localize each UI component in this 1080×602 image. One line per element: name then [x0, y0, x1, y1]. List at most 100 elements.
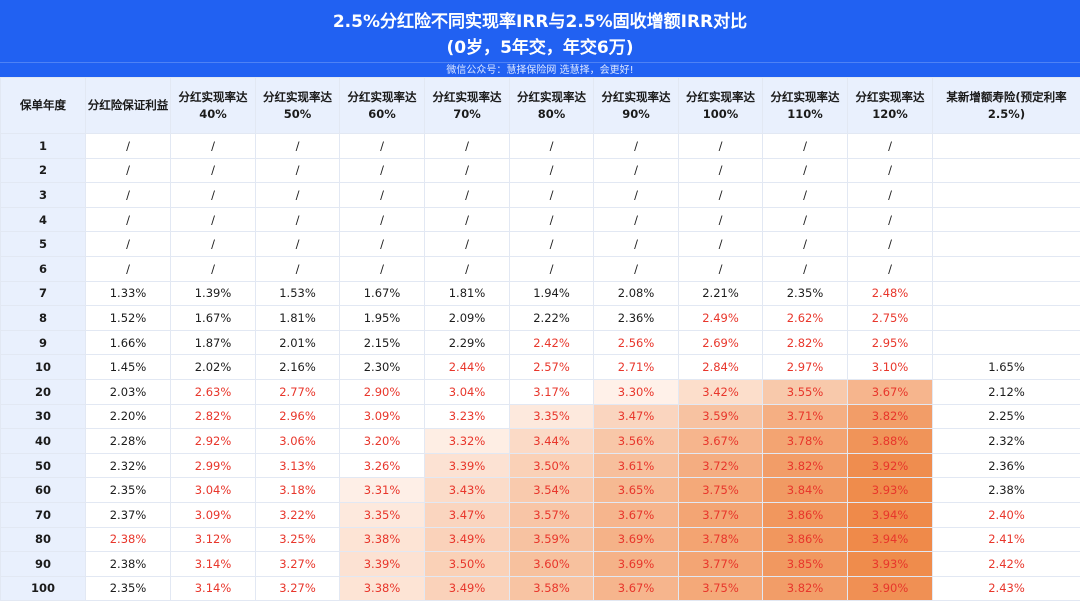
irr-cell: / — [255, 133, 340, 159]
col-header-110: 分红实现率达110% — [762, 77, 848, 134]
irr-cell: 3.54% — [509, 477, 594, 503]
table-header-row: 保单年度 分红险保证利益 分红实现率达40% 分红实现率达50% 分红实现率达6… — [0, 77, 1080, 134]
irr-cell: / — [85, 182, 171, 208]
irr-cell: 3.57% — [509, 501, 594, 528]
irr-cell: 2.62% — [762, 305, 848, 331]
table-row: 30 2.20% 2.82% 2.96% 3.09% 3.23% 3.35% 3.47% 3.5… — [0, 403, 1080, 430]
table-body: 1// / / / / / / //2// / / / / / / //3// / / / / / / //4// / / / /… — [0, 133, 1080, 602]
year-cell: 80 — [0, 526, 86, 553]
irr-cell: 3.61% — [593, 452, 679, 479]
irr-cell: / — [593, 231, 679, 257]
irr-cell: 2.71% — [593, 354, 679, 380]
irr-cell: 2.75% — [847, 305, 933, 331]
col-header-fixed-income: 某新增额寿险(预定利率2.5%) — [932, 77, 1080, 134]
irr-cell: 3.90% — [847, 575, 933, 602]
irr-cell: 2.69% — [678, 329, 763, 356]
irr-cell: 3.82% — [847, 403, 933, 430]
table-row: 3// / / / / / / / / — [0, 182, 1080, 208]
table-row: 100 2.35% 3.14% 3.27% 3.38% 3.49% 3.58% 3.67% 3.… — [0, 575, 1080, 602]
irr-cell: 3.77% — [678, 501, 763, 528]
irr-cell: 3.35% — [509, 403, 594, 430]
irr-cell: 2.40% — [932, 501, 1080, 528]
table-row: 40 2.28% 2.92% 3.06% 3.20% 3.32% 3.44% 3.56% 3.6… — [0, 428, 1080, 454]
irr-cell: 3.77% — [678, 551, 763, 577]
irr-cell: 3.69% — [593, 526, 679, 553]
irr-cell: 2.36% — [593, 305, 679, 331]
table-row: 2// / / / / / / / / — [0, 157, 1080, 184]
irr-cell: / — [170, 206, 256, 233]
year-cell: 50 — [0, 452, 86, 479]
irr-cell: 3.43% — [424, 477, 510, 503]
col-header-60: 分红实现率达60% — [339, 77, 425, 134]
irr-cell: 3.88% — [847, 428, 933, 454]
irr-cell: 2.99% — [170, 452, 256, 479]
irr-cell: 3.60% — [509, 551, 594, 577]
irr-cell: 1.87% — [170, 329, 256, 356]
col-header-50: 分红实现率达50% — [255, 77, 340, 134]
irr-cell: 3.75% — [678, 575, 763, 602]
irr-cell: / — [762, 133, 848, 159]
irr-cell: 2.28% — [85, 428, 171, 454]
irr-cell: / — [85, 133, 171, 159]
irr-cell: 3.93% — [847, 477, 933, 503]
irr-cell: 3.42% — [678, 378, 763, 405]
irr-cell: 3.31% — [339, 477, 425, 503]
year-cell: 40 — [0, 428, 86, 454]
irr-cell: 3.82% — [762, 575, 848, 602]
irr-cell: 3.39% — [339, 551, 425, 577]
irr-cell: 3.49% — [424, 575, 510, 602]
title-banner: 2.5%分红险不同实现率IRR与2.5%固收增额IRR对比 (0岁，5年交，年交… — [0, 0, 1080, 77]
irr-cell: 2.35% — [85, 477, 171, 503]
irr-cell: / — [85, 206, 171, 233]
irr-cell: 3.04% — [170, 477, 256, 503]
irr-cell: 3.94% — [847, 501, 933, 528]
irr-cell — [932, 280, 1080, 307]
irr-cell: 2.48% — [847, 280, 933, 307]
irr-cell: / — [255, 255, 340, 282]
year-cell: 9 — [0, 329, 86, 356]
irr-cell: 2.20% — [85, 403, 171, 430]
irr-cell: 3.65% — [593, 477, 679, 503]
irr-cell: / — [762, 157, 848, 184]
irr-cell: 3.18% — [255, 477, 340, 503]
irr-cell: / — [424, 157, 510, 184]
irr-cell: 3.47% — [424, 501, 510, 528]
irr-cell: 2.30% — [339, 354, 425, 380]
irr-cell: 2.49% — [678, 305, 763, 331]
irr-cell: 2.08% — [593, 280, 679, 307]
irr-cell: / — [85, 255, 171, 282]
irr-cell: / — [847, 133, 933, 159]
table-row: 6// / / / / / / / / — [0, 255, 1080, 282]
irr-cell: 2.03% — [85, 378, 171, 405]
irr-cell: 3.67% — [847, 378, 933, 405]
irr-cell: / — [678, 255, 763, 282]
irr-cell: 3.59% — [509, 526, 594, 553]
irr-cell: 3.82% — [762, 452, 848, 479]
irr-cell: 2.57% — [509, 354, 594, 380]
table-row: 70 2.37% 3.09% 3.22% 3.35% 3.47% 3.57% 3.67% 3.7… — [0, 501, 1080, 528]
irr-cell: 3.71% — [762, 403, 848, 430]
table-row: 8 1.52% 1.67% 1.81% 1.95% 2.09% 2.22% 2.36% 2.49… — [0, 305, 1080, 331]
irr-cell: / — [424, 231, 510, 257]
col-header-year: 保单年度 — [0, 77, 86, 134]
irr-cell: 3.35% — [339, 501, 425, 528]
irr-cell: 3.09% — [339, 403, 425, 430]
irr-cell: / — [678, 133, 763, 159]
irr-cell: 3.56% — [593, 428, 679, 454]
irr-cell: 3.94% — [847, 526, 933, 553]
irr-cell: 2.42% — [509, 329, 594, 356]
irr-cell: 3.17% — [509, 378, 594, 405]
irr-cell: 2.32% — [932, 428, 1080, 454]
year-cell: 20 — [0, 378, 86, 405]
irr-cell: 3.75% — [678, 477, 763, 503]
irr-cell: 3.78% — [762, 428, 848, 454]
irr-cell: / — [424, 206, 510, 233]
irr-cell: / — [255, 206, 340, 233]
table-row: 10 1.45% 2.02% 2.16% 2.30% 2.44% 2.57% 2.71% 2.8… — [0, 354, 1080, 380]
irr-cell: / — [847, 231, 933, 257]
irr-cell — [932, 182, 1080, 208]
col-header-80: 分红实现率达80% — [509, 77, 594, 134]
irr-cell: / — [255, 231, 340, 257]
irr-cell: / — [678, 182, 763, 208]
